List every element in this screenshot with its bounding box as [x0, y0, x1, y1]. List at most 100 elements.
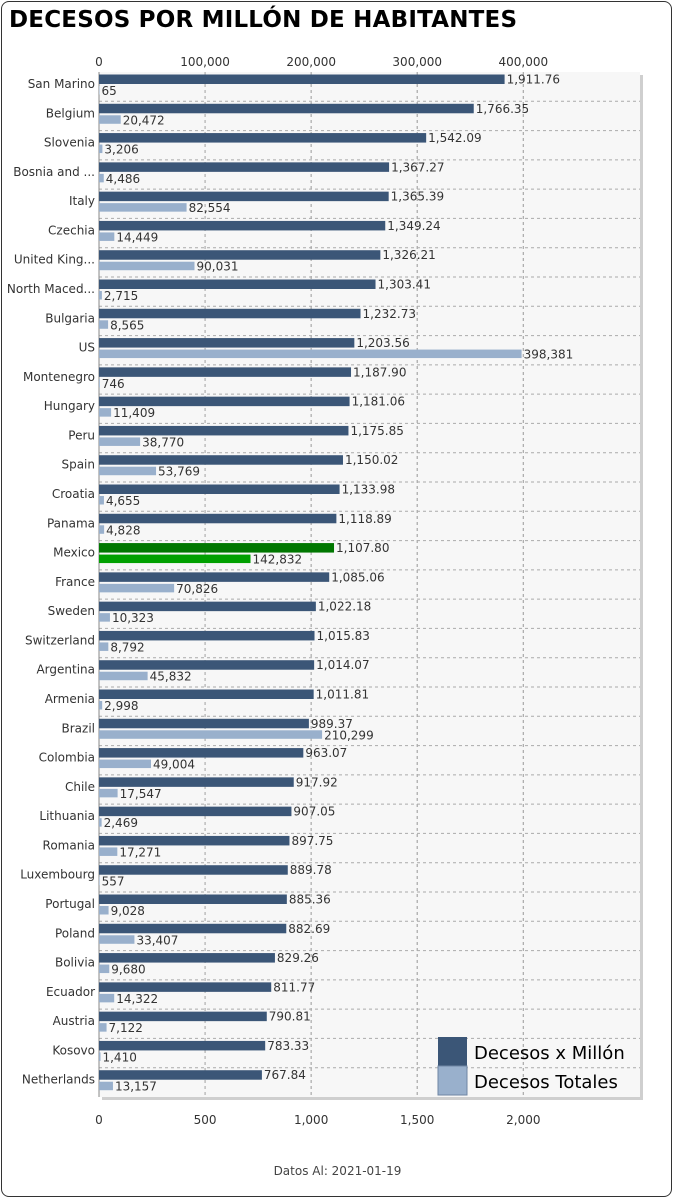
data-label-total-deaths: 14,449 — [116, 230, 158, 244]
category-label: Sweden — [48, 604, 95, 618]
data-label-total-deaths: 8,792 — [110, 640, 144, 654]
category-label: Croatia — [52, 487, 95, 501]
category-label: Czechia — [48, 223, 95, 237]
data-label-total-deaths: 746 — [102, 377, 125, 391]
data-label-total-deaths: 53,769 — [158, 465, 200, 479]
bar-total-deaths-France — [99, 583, 175, 593]
bar-per-million-Ecuador — [99, 982, 272, 992]
bar-total-deaths-North Maced... — [99, 291, 102, 300]
bar-total-deaths-Chile — [99, 788, 118, 798]
category-label: Austria — [53, 1014, 95, 1028]
data-label-per-million: 1,022.18 — [318, 600, 371, 614]
bar-total-deaths-Spain — [99, 466, 157, 476]
bar-per-million-Bulgaria — [99, 308, 361, 319]
data-label-per-million: 1,326.21 — [382, 248, 435, 262]
data-label-total-deaths: 14,322 — [116, 992, 158, 1006]
data-label-per-million: 1,175.85 — [350, 424, 403, 438]
data-label-total-deaths: 10,323 — [112, 611, 154, 625]
bar-per-million-Croatia — [99, 484, 340, 494]
bar-total-deaths-Luxembourg — [99, 876, 100, 886]
bar-per-million-Montenegro — [99, 367, 352, 377]
category-label: San Marino — [28, 77, 95, 91]
data-label-per-million: 767.84 — [264, 1068, 306, 1082]
bar-total-deaths-Ecuador — [99, 993, 115, 1003]
category-label: United King... — [14, 253, 95, 267]
bar-per-million-Sweden — [99, 601, 316, 612]
data-label-total-deaths: 4,655 — [106, 494, 140, 508]
bar-total-deaths-Italy — [99, 203, 187, 212]
bar-per-million-US — [99, 338, 355, 348]
data-label-total-deaths: 398,381 — [524, 348, 574, 362]
data-label-total-deaths: 13,157 — [115, 1080, 157, 1094]
bar-per-million-Luxembourg — [99, 865, 288, 875]
category-label: Switzerland — [25, 633, 95, 647]
data-label-total-deaths: 33,407 — [136, 933, 178, 947]
data-label-total-deaths: 2,998 — [104, 699, 138, 713]
bar-per-million-Switzerland — [99, 630, 315, 641]
data-label-total-deaths: 17,271 — [119, 845, 161, 859]
data-label-per-million: 885.36 — [289, 893, 331, 907]
bar-total-deaths-Bulgaria — [99, 320, 109, 329]
bar-per-million-Brazil — [99, 718, 309, 729]
bar-total-deaths-Lithuania — [99, 818, 102, 827]
bottom-axis-tick-label: 1,000 — [294, 1113, 328, 1127]
bar-total-deaths-Armenia — [99, 701, 103, 710]
category-label: North Maced... — [7, 282, 95, 296]
category-label: Brazil — [62, 721, 96, 735]
data-label-per-million: 1,187.90 — [353, 365, 406, 379]
data-label-per-million: 917.92 — [296, 775, 338, 789]
data-label-total-deaths: 70,826 — [176, 582, 218, 596]
bar-per-million-Chile — [99, 777, 294, 787]
bar-total-deaths-Mexico — [99, 554, 251, 564]
data-label-per-million: 811.77 — [273, 980, 315, 994]
data-label-per-million: 1,133.98 — [342, 483, 395, 497]
category-label: Bulgaria — [45, 311, 95, 325]
data-label-per-million: 790.81 — [269, 1010, 311, 1024]
bar-total-deaths-Bosnia and ... — [99, 173, 104, 183]
bar-per-million-Italy — [99, 191, 389, 202]
bar-total-deaths-Austria — [99, 1023, 107, 1032]
data-label-per-million: 1,118.89 — [338, 512, 391, 526]
data-label-total-deaths: 210,299 — [324, 728, 374, 742]
data-label-per-million: 1,911.76 — [507, 73, 560, 87]
data-label-per-million: 1,107.80 — [336, 541, 389, 555]
data-label-total-deaths: 9,680 — [111, 963, 145, 977]
category-label: Hungary — [44, 399, 95, 413]
data-label-per-million: 1,766.35 — [476, 102, 529, 116]
bar-per-million-Colombia — [99, 748, 304, 758]
category-label: Lithuania — [39, 809, 95, 823]
category-label: Argentina — [36, 663, 95, 677]
category-label: Poland — [55, 926, 95, 940]
bar-total-deaths-Montenegro — [99, 378, 100, 388]
bar-per-million-France — [99, 572, 330, 582]
category-label: Mexico — [53, 546, 95, 560]
bar-per-million-Bosnia and ... — [99, 162, 390, 172]
data-label-total-deaths: 90,031 — [197, 260, 239, 274]
top-axis-tick-label: 0 — [95, 55, 103, 69]
legend-label-total-deaths: Decesos Totales — [474, 1072, 618, 1093]
data-label-per-million: 783.33 — [267, 1039, 309, 1053]
category-label: Panama — [47, 516, 95, 530]
bottom-axis-tick-label: 500 — [194, 1113, 217, 1127]
category-label: France — [55, 575, 95, 589]
top-axis-tick-label: 400,000 — [499, 55, 549, 69]
bar-per-million-Netherlands — [99, 1070, 262, 1080]
data-label-per-million: 1,365.39 — [391, 190, 444, 204]
category-label: Spain — [61, 458, 95, 472]
category-label: Belgium — [46, 106, 95, 120]
data-label-total-deaths: 45,832 — [150, 670, 192, 684]
data-label-total-deaths: 1,410 — [102, 1050, 136, 1064]
data-label-per-million: 1,203.56 — [356, 336, 409, 350]
data-label-total-deaths: 20,472 — [123, 113, 165, 127]
category-label: Colombia — [39, 751, 95, 765]
bar-per-million-Portugal — [99, 894, 287, 904]
data-label-total-deaths: 49,004 — [153, 758, 195, 772]
bar-per-million-Austria — [99, 1011, 267, 1022]
bar-total-deaths-Czechia — [99, 232, 115, 241]
data-label-per-million: 1,542.09 — [428, 131, 481, 145]
bar-per-million-United King... — [99, 250, 381, 260]
category-label: Peru — [68, 428, 95, 442]
bar-per-million-Armenia — [99, 689, 314, 699]
category-label: Romania — [43, 838, 95, 852]
bar-per-million-Romania — [99, 835, 290, 846]
